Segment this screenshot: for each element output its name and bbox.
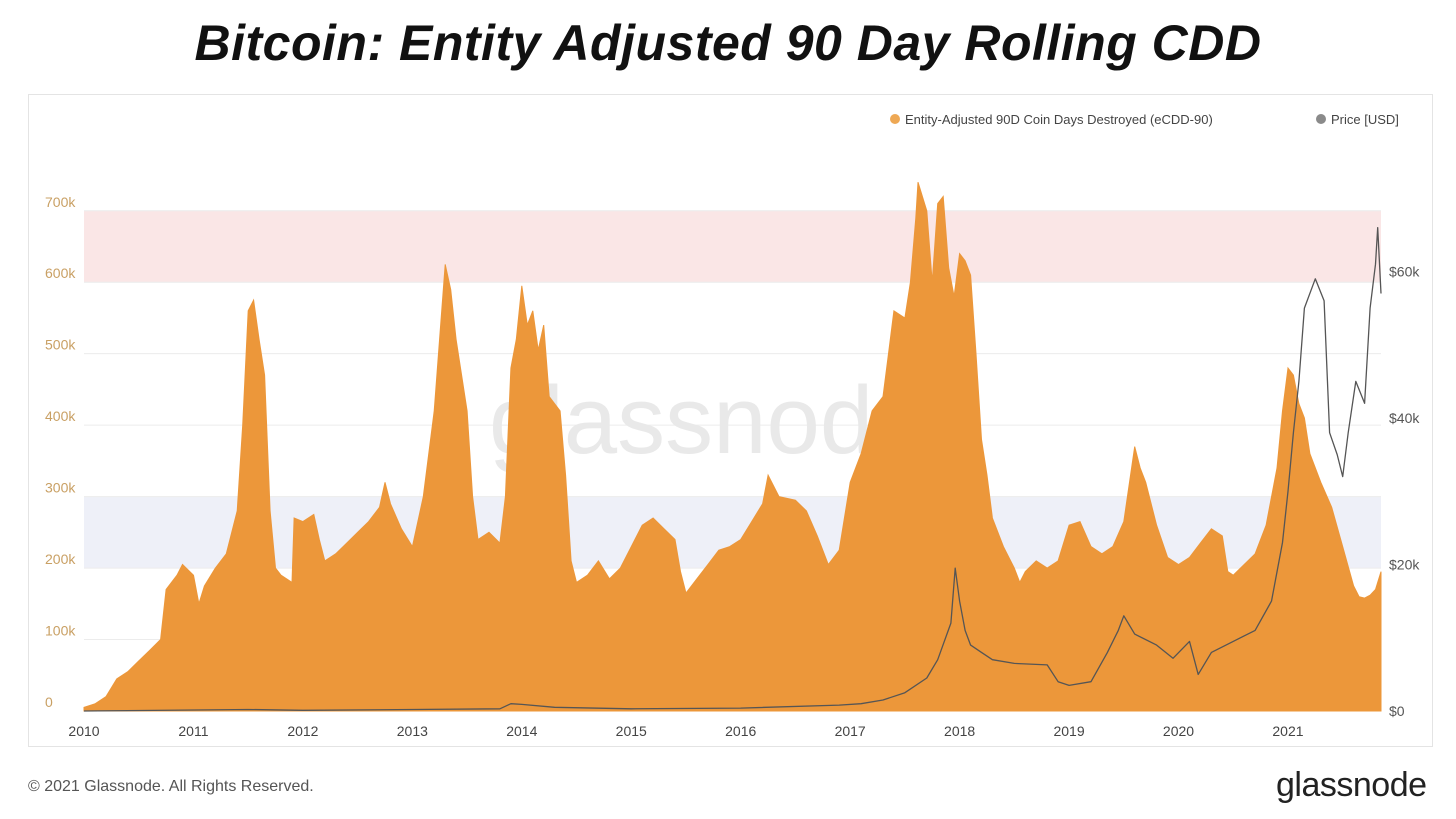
left-axis-tick-label: 600k — [45, 265, 76, 281]
x-axis-tick-label: 2014 — [506, 723, 537, 739]
chart-canvas: glassnode 0100k200k300k400k500k600k700k$… — [45, 112, 1420, 739]
x-axis-tick-label: 2021 — [1272, 723, 1303, 739]
left-axis-tick-label: 0 — [45, 694, 53, 710]
axis-labels: 0 100k 200k 300k 400k 500k 600k 700k $0 $20k $40k $… — [45, 194, 1420, 739]
x-axis-tick-label: 2012 — [287, 723, 318, 739]
series-layer — [83, 182, 1382, 712]
right-axis-tick-label: $40k — [1389, 410, 1420, 426]
page-title: Bitcoin: Entity Adjusted 90 Day Rolling … — [194, 15, 1262, 71]
left-axis-tick-label: 100k — [45, 623, 76, 639]
right-axis-tick-label: $20k — [1389, 557, 1420, 573]
high-band — [84, 210, 1381, 283]
brand-logo: glassnode — [1276, 766, 1427, 804]
legend-ecdd-label: Entity-Adjusted 90D Coin Days Destroyed … — [905, 112, 1213, 127]
x-axis-tick-label: 2011 — [178, 723, 208, 739]
x-axis-tick-label: 2013 — [397, 723, 428, 739]
x-axis-tick-label: 2016 — [725, 723, 756, 739]
chart-frame: glassnode 0 100k 200k 300k 400k 500k 600k 700k $… — [28, 94, 1433, 747]
left-axis-tick-label: 300k — [45, 480, 76, 496]
left-axis-tick-label: 500k — [45, 337, 76, 353]
right-axis-tick-label: $0 — [1389, 703, 1405, 719]
threshold-bands — [84, 210, 1381, 569]
left-axis-tick-label: 400k — [45, 408, 76, 424]
x-axis-tick-label: 2018 — [944, 723, 975, 739]
left-axis-tick-label: 700k — [45, 194, 76, 210]
ecdd-area — [83, 182, 1382, 712]
legend-price-label: Price [USD] — [1331, 112, 1399, 127]
x-axis-tick-label: 2015 — [616, 723, 647, 739]
copyright-notice: © 2021 Glassnode. All Rights Reserved. — [28, 778, 314, 795]
x-axis-tick-label: 2020 — [1163, 723, 1194, 739]
right-axis-tick-label: $60k — [1389, 264, 1420, 280]
price-line — [83, 226, 1382, 712]
x-axis-tick-label: 2017 — [835, 723, 866, 739]
x-axis-tick-label: 2019 — [1053, 723, 1084, 739]
left-axis-tick-label: 200k — [45, 551, 76, 567]
x-axis-tick-label: 2010 — [68, 723, 99, 739]
legend-price-marker — [1316, 114, 1326, 124]
legend-ecdd-marker — [890, 114, 900, 124]
legend: Entity-Adjusted 90D Coin Days Destroyed … — [890, 112, 1399, 127]
